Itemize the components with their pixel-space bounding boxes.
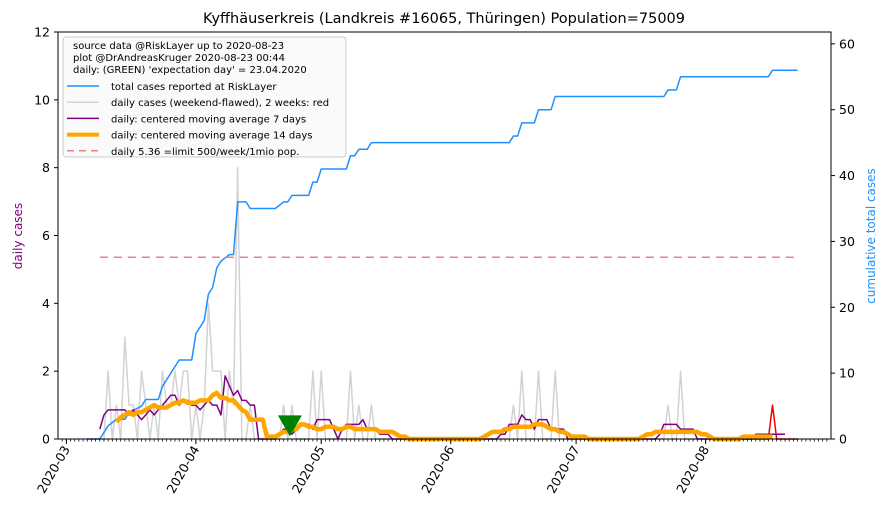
legend-entry-label: daily: centered moving average 14 days: [111, 131, 312, 142]
y-right-tick-label: 40: [839, 168, 855, 183]
y-right-tick-label: 30: [839, 234, 855, 249]
y-left-tick-label: 12: [34, 25, 50, 40]
legend-entry-label: daily cases (weekend-flawed), 2 weeks: r…: [111, 98, 329, 109]
y-right-tick-label: 60: [839, 36, 855, 51]
x-tick-label: 2020-08: [673, 443, 712, 496]
legend-entry-label: daily: centered moving average 7 days: [111, 114, 306, 125]
y-right-tick-label: 20: [839, 300, 855, 315]
series-line-4: [114, 390, 773, 442]
y-left-tick-label: 4: [42, 296, 50, 311]
y-left-tick-label: 8: [42, 160, 50, 175]
x-tick-label: 2020-05: [289, 443, 328, 496]
y-left-tick-label: 10: [34, 92, 50, 107]
x-tick-label: 2020-04: [163, 443, 202, 496]
y-left-tick-label: 2: [42, 364, 50, 379]
legend-entry-label: total cases reported at RiskLayer: [111, 82, 277, 93]
legend-header-line: daily: (GREEN) 'expectation day' = 23.04…: [73, 65, 307, 76]
legend-header-line: plot @DrAndreasKruger 2020-08-23 00:44: [73, 53, 285, 64]
expectation-day-marker: [277, 415, 302, 437]
y-left-tick-label: 0: [42, 432, 50, 447]
y-right-tick-label: 0: [839, 432, 847, 447]
series-line-1: [87, 166, 735, 440]
y-axis-left-label: daily cases: [11, 203, 25, 269]
series-line-0: [87, 69, 798, 440]
legend-header-line: source data @RiskLayer up to 2020-08-23: [73, 41, 284, 52]
y-right-tick-label: 10: [839, 366, 855, 381]
legend-entry-label: daily 5.36 =limit 500/week/1mio pop.: [111, 147, 299, 158]
y-axis-right-label: cumulative total cases: [864, 168, 878, 304]
y-right-tick-label: 50: [839, 102, 855, 117]
chart-title: Kyffhäuserkreis (Landkreis #16065, Thüri…: [203, 11, 685, 27]
x-tick-label: 2020-03: [34, 443, 73, 496]
x-tick-label: 2020-06: [418, 443, 457, 496]
legend-box: [62, 36, 347, 158]
x-tick-label: 2020-07: [544, 443, 583, 496]
y-left-tick-label: 6: [42, 228, 50, 243]
chart-legend: source data @RiskLayer up to 2020-08-23p…: [62, 36, 347, 158]
